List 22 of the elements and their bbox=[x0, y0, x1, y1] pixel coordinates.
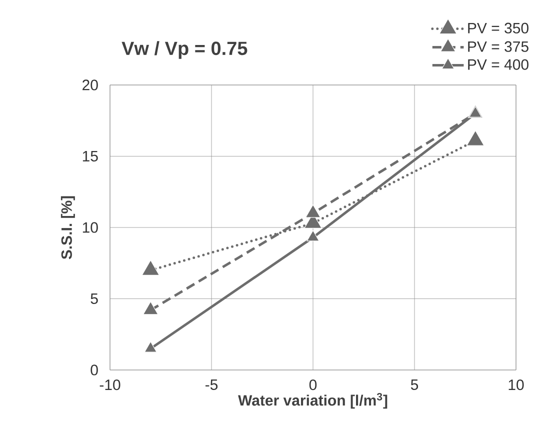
y-tick-label: 0 bbox=[90, 364, 98, 376]
x-tick-label: -10 bbox=[100, 380, 120, 390]
legend-label: PV = 375 bbox=[468, 41, 528, 52]
point bbox=[144, 341, 157, 352]
point bbox=[142, 260, 160, 276]
point bbox=[142, 301, 158, 315]
legend-label: PV = 400 bbox=[468, 59, 528, 70]
y-tick-label: 5 bbox=[90, 294, 98, 304]
y-tick-label: 10 bbox=[82, 222, 98, 233]
legend-label: PV = 350 bbox=[468, 22, 528, 34]
x-tick-label: 5 bbox=[410, 380, 418, 390]
chart-title: Vw / Vp = 0.75 bbox=[122, 41, 248, 59]
x-tick-label: -5 bbox=[205, 380, 218, 390]
point bbox=[305, 204, 321, 218]
x-axis-title: Water variation [l/m$^{3}$] bbox=[238, 393, 388, 409]
y-axis-title: S.S.I. [%] bbox=[60, 196, 75, 260]
y-tick-label: 15 bbox=[82, 151, 98, 162]
point bbox=[306, 230, 320, 242]
y-tick-label: 20 bbox=[82, 80, 98, 90]
x-tick-label: 10 bbox=[508, 380, 524, 390]
x-tick-label: 0 bbox=[309, 380, 317, 390]
point bbox=[466, 130, 484, 146]
